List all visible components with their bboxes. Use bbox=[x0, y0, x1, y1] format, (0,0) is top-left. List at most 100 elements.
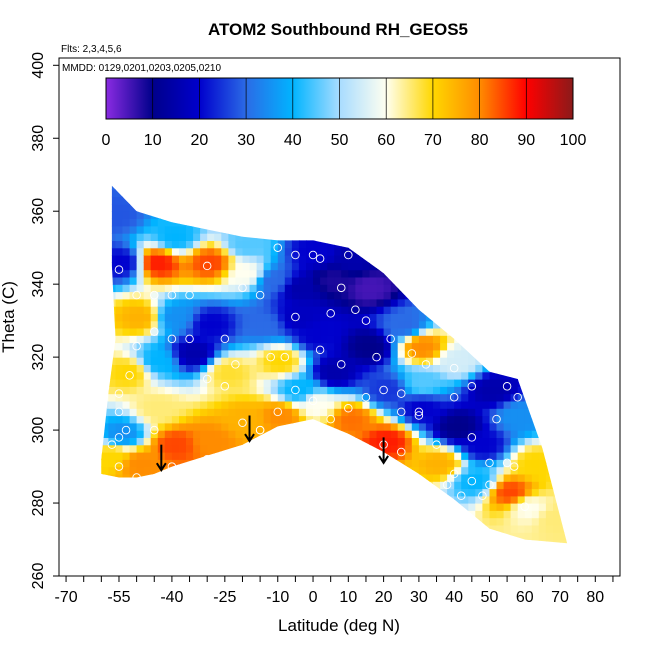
heatmap-cell bbox=[291, 276, 300, 285]
heatmap-cell bbox=[143, 276, 152, 285]
heatmap-cell bbox=[313, 408, 321, 417]
heatmap-cell bbox=[433, 481, 441, 490]
heatmap-cell bbox=[538, 510, 547, 519]
heatmap-cell bbox=[143, 452, 152, 460]
heatmap-cell bbox=[207, 284, 215, 293]
heatmap-cell bbox=[136, 218, 145, 227]
heatmap-cell bbox=[390, 284, 399, 293]
heatmap-cell bbox=[397, 379, 406, 387]
heatmap-cell bbox=[341, 371, 349, 380]
heatmap-cell bbox=[115, 452, 124, 460]
heatmap-cell bbox=[164, 415, 173, 424]
heatmap-cell bbox=[538, 517, 547, 526]
observation-point bbox=[114, 462, 124, 471]
heatmap-cell bbox=[193, 335, 201, 344]
heatmap-cell bbox=[390, 320, 399, 329]
heatmap-cell bbox=[200, 233, 208, 241]
heatmap-cell bbox=[433, 364, 441, 373]
observation-point bbox=[432, 440, 441, 449]
heatmap-cell bbox=[193, 371, 201, 380]
heatmap-cell bbox=[510, 415, 519, 424]
heatmap-cell bbox=[193, 233, 201, 241]
heatmap-cell bbox=[334, 255, 342, 263]
heatmap-cell bbox=[277, 240, 286, 249]
heatmap-cell bbox=[383, 335, 392, 344]
heatmap-cell bbox=[341, 306, 349, 314]
heatmap-cell bbox=[517, 422, 526, 431]
heatmap-cell bbox=[186, 430, 194, 438]
heatmap-cell bbox=[235, 306, 244, 314]
heatmap-cell bbox=[376, 444, 385, 453]
heatmap-cell bbox=[235, 233, 244, 241]
heatmap-cell bbox=[214, 430, 222, 438]
heatmap-cell bbox=[489, 400, 498, 409]
heatmap-cell bbox=[221, 255, 229, 263]
x-tick-label: 40 bbox=[445, 589, 463, 606]
heatmap-cell bbox=[284, 306, 293, 314]
heatmap-cell bbox=[200, 327, 208, 336]
heatmap-cell bbox=[277, 386, 286, 395]
heatmap-cell bbox=[157, 386, 166, 395]
heatmap-cell bbox=[306, 400, 314, 409]
heatmap-cell bbox=[355, 415, 364, 424]
heatmap-cell bbox=[313, 262, 321, 271]
heatmap-cell bbox=[313, 247, 321, 256]
arrow-markers bbox=[155, 415, 389, 473]
heatmap-cell bbox=[362, 342, 371, 351]
heatmap-cell bbox=[242, 247, 251, 256]
heatmap-cell bbox=[341, 276, 349, 285]
heatmap-cell bbox=[447, 415, 455, 424]
heatmap-cell bbox=[447, 379, 455, 387]
heatmap-cell bbox=[362, 379, 371, 387]
observation-point bbox=[407, 349, 417, 358]
heatmap-cell bbox=[157, 313, 166, 322]
heatmap-cell bbox=[136, 408, 145, 417]
heatmap-cell bbox=[327, 291, 335, 300]
heatmap-cell bbox=[235, 291, 244, 300]
heatmap-cell bbox=[461, 415, 469, 424]
heatmap-cell bbox=[376, 298, 385, 307]
heatmap-cell bbox=[193, 430, 201, 438]
heatmap-cell bbox=[341, 393, 349, 402]
heatmap-cell bbox=[376, 430, 385, 438]
heatmap-cell bbox=[235, 335, 244, 344]
heatmap-cell bbox=[433, 473, 441, 482]
heatmap-cell bbox=[362, 313, 371, 322]
heatmap-cell bbox=[320, 306, 328, 314]
heatmap-cell bbox=[150, 284, 159, 293]
heatmap-cell bbox=[214, 371, 222, 380]
heatmap-cell bbox=[263, 415, 272, 424]
heatmap-cell bbox=[207, 386, 215, 395]
heatmap-cell bbox=[263, 349, 272, 358]
heatmap-cell bbox=[179, 364, 187, 373]
heatmap-cell bbox=[306, 298, 314, 307]
heatmap-cell bbox=[510, 400, 519, 409]
heatmap-cell bbox=[291, 386, 300, 395]
observation-point bbox=[114, 265, 124, 274]
heatmap-cell bbox=[510, 495, 519, 504]
heatmap-cell bbox=[256, 349, 265, 358]
heatmap-cell bbox=[369, 262, 378, 271]
observation-point bbox=[255, 290, 265, 300]
heatmap-cell bbox=[171, 386, 180, 395]
heatmap-cell bbox=[129, 298, 138, 307]
heatmap-cell bbox=[101, 459, 109, 468]
heatmap-cell bbox=[150, 255, 159, 263]
heatmap-cell bbox=[122, 437, 131, 446]
heatmap-cell bbox=[171, 415, 180, 424]
heatmap-cell bbox=[291, 349, 300, 358]
heatmap-cell bbox=[171, 327, 180, 336]
heatmap-cell bbox=[433, 393, 441, 402]
heatmap-cell bbox=[214, 255, 222, 263]
heatmap-cell bbox=[186, 422, 194, 431]
heatmap-cell bbox=[454, 466, 462, 475]
flights-note: Flts: 2,3,4,5,6 bbox=[61, 44, 122, 55]
heatmap-cell bbox=[228, 422, 237, 431]
heatmap-cell bbox=[369, 430, 378, 438]
heatmap-cell bbox=[115, 364, 124, 373]
heatmap-cell bbox=[489, 437, 498, 446]
observation-point bbox=[273, 407, 283, 417]
heatmap-cell bbox=[256, 313, 265, 322]
heatmap-cell bbox=[249, 247, 258, 256]
